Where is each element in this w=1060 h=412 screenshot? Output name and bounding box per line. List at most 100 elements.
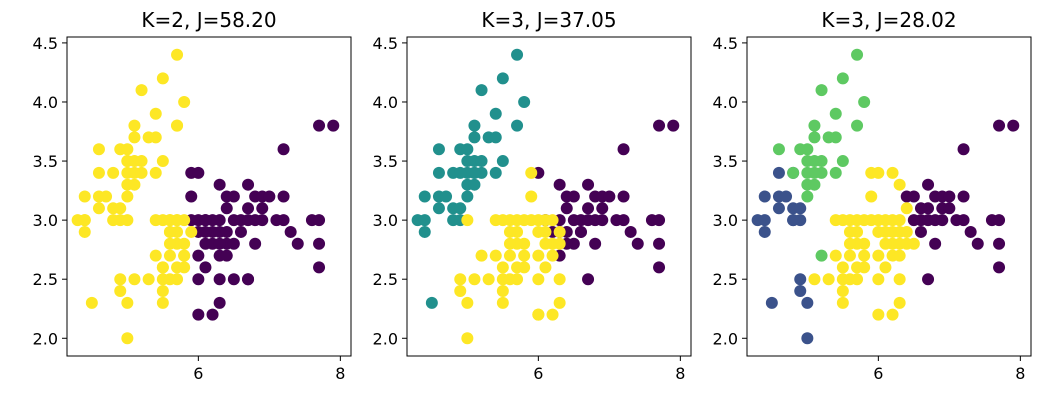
scatter-point: [603, 190, 616, 203]
scatter-point: [468, 178, 481, 191]
points-group: [751, 48, 1020, 345]
scatter-point: [993, 119, 1006, 132]
scatter-point: [503, 225, 516, 238]
scatter-point: [128, 131, 141, 144]
scatter-point: [199, 214, 212, 227]
scatter-point: [808, 119, 821, 132]
scatter-point: [199, 225, 212, 238]
scatter-point: [539, 261, 552, 274]
scatter-point: [489, 131, 502, 144]
scatter-point: [85, 296, 98, 309]
scatter-point: [213, 178, 226, 191]
scatter-point: [653, 261, 666, 274]
scatter-point: [801, 190, 814, 203]
scatter-point: [758, 190, 771, 203]
scatter-point: [121, 332, 134, 345]
scatter-point: [993, 214, 1006, 227]
scatter-point: [546, 249, 559, 262]
scatter-point: [454, 285, 467, 298]
scatter-point: [553, 237, 566, 250]
scatter-point: [185, 190, 198, 203]
y-tick-label: 2.5: [373, 270, 398, 289]
scatter-point: [313, 237, 326, 250]
scatter-point: [893, 178, 906, 191]
scatter-point: [851, 273, 864, 286]
scatter-point: [815, 166, 828, 179]
scatter-point: [454, 202, 467, 215]
scatter-point: [213, 296, 226, 309]
scatter-point: [801, 332, 814, 345]
scatter-point: [135, 84, 148, 97]
scatter-point: [667, 119, 680, 132]
scatter-point: [532, 225, 545, 238]
scatter-point: [475, 249, 488, 262]
scatter-point: [865, 190, 878, 203]
scatter-point: [653, 214, 666, 227]
scatter-point: [822, 273, 835, 286]
scatter-point: [128, 178, 141, 191]
scatter-point: [872, 273, 885, 286]
scatter-point: [893, 273, 906, 286]
scatter-point: [128, 273, 141, 286]
scatter-point: [149, 107, 162, 120]
scatter-point: [780, 190, 793, 203]
scatter-point: [836, 261, 849, 274]
y-tick-label: 4.0: [33, 93, 58, 112]
scatter-point: [156, 285, 169, 298]
scatter-point: [156, 72, 169, 85]
scatter-point: [263, 190, 276, 203]
scatter-point: [893, 249, 906, 262]
scatter-point: [227, 190, 240, 203]
scatter-point: [631, 237, 644, 250]
scatter-point: [553, 296, 566, 309]
y-tick-label: 2.0: [33, 329, 58, 348]
scatter-point: [886, 308, 899, 321]
scatter-point: [907, 214, 920, 227]
scatter-point: [489, 107, 502, 120]
axes-frame: [746, 36, 1032, 357]
y-tick-label: 3.5: [373, 152, 398, 171]
scatter-point: [461, 190, 474, 203]
scatter-point: [163, 249, 176, 262]
scatter-point: [468, 273, 481, 286]
y-tick-label: 3.0: [33, 211, 58, 230]
scatter-point: [256, 202, 269, 215]
scatter-point: [114, 202, 127, 215]
scatter-panel-2: 6 8 2.0 2.5 3.0 3.5 4.0 4.5 K=3, J=37.05: [373, 8, 692, 383]
scatter-point: [596, 202, 609, 215]
y-tick-label: 3.5: [33, 152, 58, 171]
y-tick-label: 2.5: [713, 270, 738, 289]
scatter-point: [432, 166, 445, 179]
scatter-point: [121, 143, 134, 156]
scatter-point: [794, 202, 807, 215]
scatter-point: [121, 190, 134, 203]
scatter-point: [313, 261, 326, 274]
scatter-point: [843, 225, 856, 238]
scatter-point: [461, 296, 474, 309]
scatter-point: [227, 273, 240, 286]
scatter-point: [213, 273, 226, 286]
scatter-point: [454, 273, 467, 286]
scatter-point: [1007, 119, 1020, 132]
scatter-point: [553, 225, 566, 238]
x-tick-label: 8: [675, 364, 685, 383]
scatter-point: [128, 119, 141, 132]
scatter-point: [114, 285, 127, 298]
scatter-point: [503, 237, 516, 250]
scatter-point: [851, 119, 864, 132]
scatter-point: [220, 249, 233, 262]
scatter-point: [234, 225, 247, 238]
scatter-point: [475, 84, 488, 97]
scatter-point: [440, 190, 453, 203]
scatter-point: [829, 131, 842, 144]
scatter-point: [546, 214, 559, 227]
scatter-point: [758, 225, 771, 238]
scatter-point: [156, 155, 169, 168]
x-tick-label: 6: [873, 364, 883, 383]
points-group: [411, 48, 680, 345]
scatter-point: [943, 190, 956, 203]
scatter-point: [149, 249, 162, 262]
scatter-point: [624, 225, 637, 238]
scatter-point: [149, 214, 162, 227]
scatter-point: [922, 273, 935, 286]
